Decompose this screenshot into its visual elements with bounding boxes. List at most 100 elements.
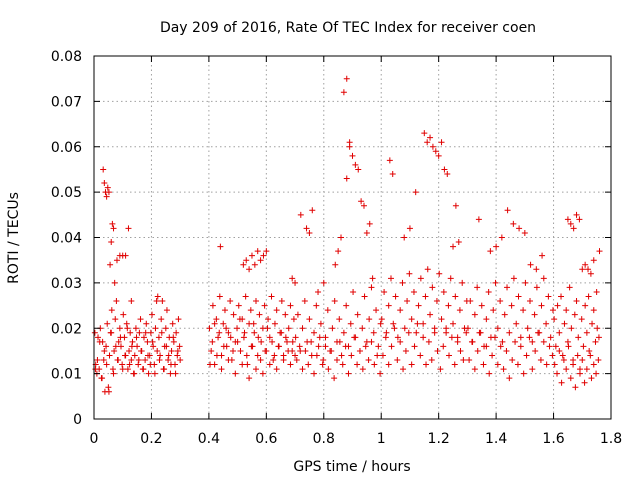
data-point [428,357,435,364]
data-point [332,261,339,268]
data-point [111,279,118,286]
data-point [108,329,115,336]
data-point [135,361,142,368]
data-point [167,361,174,368]
data-point [209,338,216,345]
data-point [225,357,232,364]
data-point [223,325,230,332]
data-point [547,334,554,341]
data-point [237,347,244,354]
data-point [342,343,349,350]
data-point [406,225,413,232]
data-point [350,288,357,295]
data-point [248,343,255,350]
y-tick-label: 0.02 [51,321,82,337]
data-point [136,329,143,336]
data-point [545,293,552,300]
data-point [264,325,271,332]
data-point [463,329,470,336]
data-point [336,316,343,323]
data-point [234,325,241,332]
data-point [287,361,294,368]
data-point [499,338,506,345]
data-point [406,270,413,277]
data-point [594,325,601,332]
data-point [503,347,510,354]
data-point [377,370,384,377]
data-point [478,302,485,309]
data-point [122,252,129,259]
data-point [336,338,343,345]
data-point [366,220,373,227]
data-point [132,325,139,332]
data-point [343,302,350,309]
data-point [329,325,336,332]
data-point [533,284,540,291]
data-point [359,325,366,332]
data-point [206,325,213,332]
data-point [432,148,439,155]
data-point [142,329,149,336]
data-point [540,338,547,345]
data-point [514,361,521,368]
data-point [576,216,583,223]
data-point [161,366,168,373]
data-point [263,248,270,255]
data-point [435,152,442,159]
data-point [303,225,310,232]
data-point [257,257,264,264]
data-point [271,320,278,327]
data-point [579,357,586,364]
data-point [457,347,464,354]
data-point [563,366,570,373]
data-point [487,248,494,255]
data-point [590,257,597,264]
data-point [296,343,303,350]
y-tick-label: 0.03 [51,276,82,292]
data-point [112,316,119,323]
data-point [335,248,342,255]
data-point [590,307,597,314]
data-point [422,293,429,300]
data-point [456,307,463,314]
data-point [163,343,170,350]
data-point [500,366,507,373]
data-point [107,261,114,268]
data-point [135,357,142,364]
data-point [125,225,132,232]
data-point [429,143,436,150]
data-point [289,338,296,345]
data-point [142,357,149,364]
data-point [397,307,404,314]
data-point [156,357,163,364]
data-point [587,352,594,359]
data-point [147,329,154,336]
data-point [254,248,261,255]
data-point [144,338,151,345]
x-tick-label: 0.4 [198,431,220,447]
data-point [116,325,123,332]
x-tick-label: 1.2 [428,431,450,447]
x-tick-label: 1 [377,431,386,447]
data-point [149,311,156,318]
data-point [227,334,234,341]
data-point [520,307,527,314]
data-point [572,384,579,391]
data-point [319,361,326,368]
data-point [382,334,389,341]
data-point [338,234,345,241]
data-point [92,366,99,373]
data-point [262,347,269,354]
data-point [427,134,434,141]
data-point [311,329,318,336]
data-point [174,347,181,354]
data-point [554,302,561,309]
data-point [320,357,327,364]
data-point [315,343,322,350]
data-point [345,370,352,377]
data-point [440,288,447,295]
data-point [313,302,320,309]
data-point [119,366,126,373]
data-point [413,329,420,336]
data-point [565,343,572,350]
